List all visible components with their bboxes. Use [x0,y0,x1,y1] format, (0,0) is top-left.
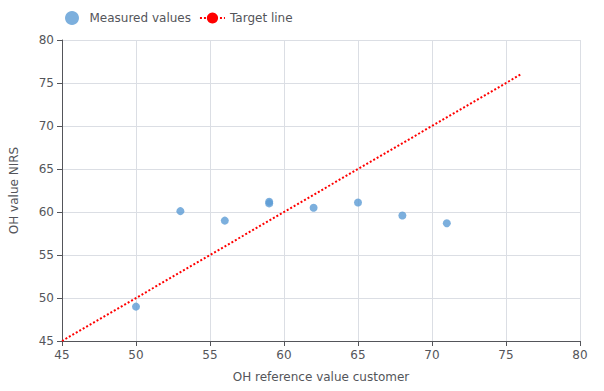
svg-text:Target line: Target line [229,11,293,25]
svg-text:60: 60 [276,348,291,362]
svg-text:60: 60 [39,205,54,219]
svg-text:Measured values: Measured values [90,11,191,25]
svg-text:55: 55 [202,348,217,362]
svg-text:70: 70 [424,348,439,362]
svg-text:65: 65 [350,348,365,362]
svg-text:75: 75 [498,348,513,362]
svg-text:55: 55 [39,248,54,262]
svg-text:45: 45 [39,334,54,348]
svg-text:OH value NIRS: OH value NIRS [7,147,21,234]
svg-text:75: 75 [39,76,54,90]
svg-text:50: 50 [128,348,143,362]
svg-text:70: 70 [39,119,54,133]
svg-text:OH reference value customer: OH reference value customer [233,370,410,384]
svg-text:45: 45 [54,348,69,362]
svg-text:65: 65 [39,162,54,176]
svg-text:50: 50 [39,291,54,305]
svg-text:80: 80 [572,348,587,362]
svg-text:80: 80 [39,33,54,47]
